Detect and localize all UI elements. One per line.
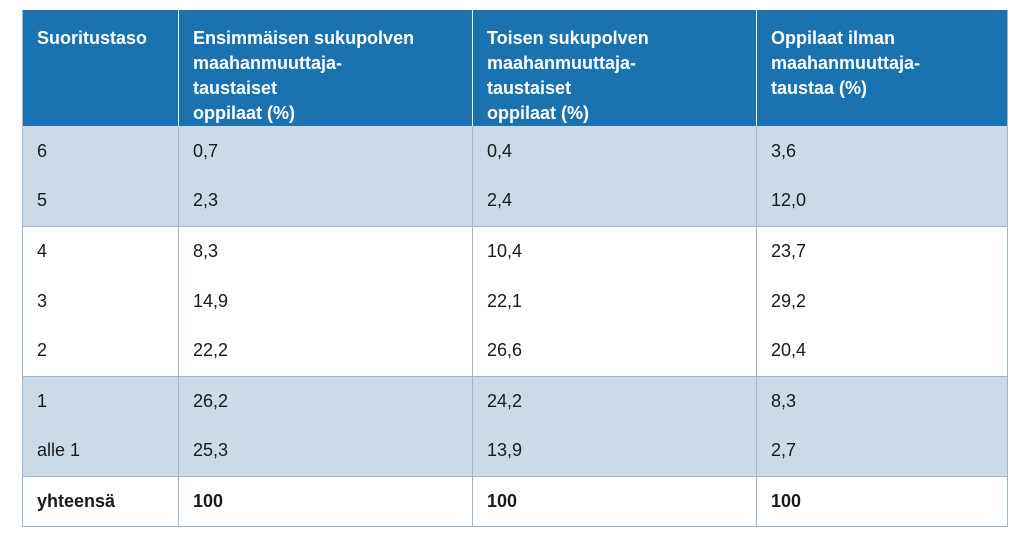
- header-no-immigrant-background: Oppilaat ilman maahanmuuttaja- taustaa (…: [756, 10, 1008, 126]
- value-cell: 100: [472, 475, 757, 526]
- value-cell: 2,7: [756, 426, 1008, 476]
- value-cell: 2,4: [472, 176, 757, 226]
- value-cell: 26,2: [178, 375, 473, 426]
- value-cell: 0,7: [178, 126, 473, 176]
- header-line: Suoritustaso: [37, 28, 148, 48]
- value-cell: 12,0: [756, 176, 1008, 226]
- header-line: maahanmuuttaja-: [193, 53, 343, 73]
- value-cell: 26,6: [472, 326, 757, 376]
- header-line: maahanmuuttaja-: [771, 53, 921, 73]
- value-cell: 13,9: [472, 426, 757, 476]
- value-cell: 10,4: [472, 225, 757, 276]
- header-line: taustaiset: [487, 78, 572, 98]
- value-cell: 22,2: [178, 326, 473, 376]
- table-row: 4 8,3 10,4 23,7: [22, 225, 1008, 276]
- level-cell: 5: [22, 176, 179, 226]
- value-cell: 24,2: [472, 375, 757, 426]
- table-row: 2 22,2 26,6 20,4: [22, 326, 1008, 376]
- header-line: oppilaat (%): [487, 103, 589, 123]
- table-row: 5 2,3 2,4 12,0: [22, 176, 1008, 226]
- value-cell: 14,9: [178, 276, 473, 326]
- value-cell: 2,3: [178, 176, 473, 226]
- header-first-generation: Ensimmäisen sukupolven maahanmuuttaja- t…: [178, 10, 473, 126]
- table-row: 3 14,9 22,1 29,2: [22, 276, 1008, 326]
- header-line: taustaa (%): [771, 78, 868, 98]
- value-cell: 22,1: [472, 276, 757, 326]
- value-cell: 0,4: [472, 126, 757, 176]
- value-cell: 8,3: [178, 225, 473, 276]
- level-cell: 4: [22, 225, 179, 276]
- header-second-generation: Toisen sukupolven maahanmuuttaja- tausta…: [472, 10, 757, 126]
- header-row: Suoritustaso Ensimmäisen sukupolven maah…: [22, 10, 1008, 126]
- table-row: 1 26,2 24,2 8,3: [22, 375, 1008, 426]
- table-row: 6 0,7 0,4 3,6: [22, 126, 1008, 176]
- value-cell: 8,3: [756, 375, 1008, 426]
- header-suoritustaso: Suoritustaso: [22, 10, 179, 126]
- header-line: Oppilaat ilman: [771, 28, 896, 48]
- value-cell: 100: [178, 475, 473, 526]
- header-line: Ensimmäisen sukupolven: [193, 28, 415, 48]
- value-cell: 100: [756, 475, 1008, 526]
- level-cell: alle 1: [22, 426, 179, 476]
- level-cell: 2: [22, 326, 179, 376]
- level-cell: 3: [22, 276, 179, 326]
- data-table: Suoritustaso Ensimmäisen sukupolven maah…: [22, 10, 1008, 527]
- level-cell: 6: [22, 126, 179, 176]
- value-cell: 25,3: [178, 426, 473, 476]
- header-line: oppilaat (%): [193, 103, 295, 123]
- value-cell: 29,2: [756, 276, 1008, 326]
- header-line: maahanmuuttaja-: [487, 53, 637, 73]
- total-row: yhteensä 100 100 100: [22, 475, 1008, 526]
- table-row: alle 1 25,3 13,9 2,7: [22, 426, 1008, 476]
- header-line: taustaiset: [193, 78, 278, 98]
- value-cell: 3,6: [756, 126, 1008, 176]
- level-cell: yhteensä: [22, 475, 179, 526]
- level-cell: 1: [22, 375, 179, 426]
- value-cell: 20,4: [756, 326, 1008, 376]
- value-cell: 23,7: [756, 225, 1008, 276]
- header-line: Toisen sukupolven: [487, 28, 649, 48]
